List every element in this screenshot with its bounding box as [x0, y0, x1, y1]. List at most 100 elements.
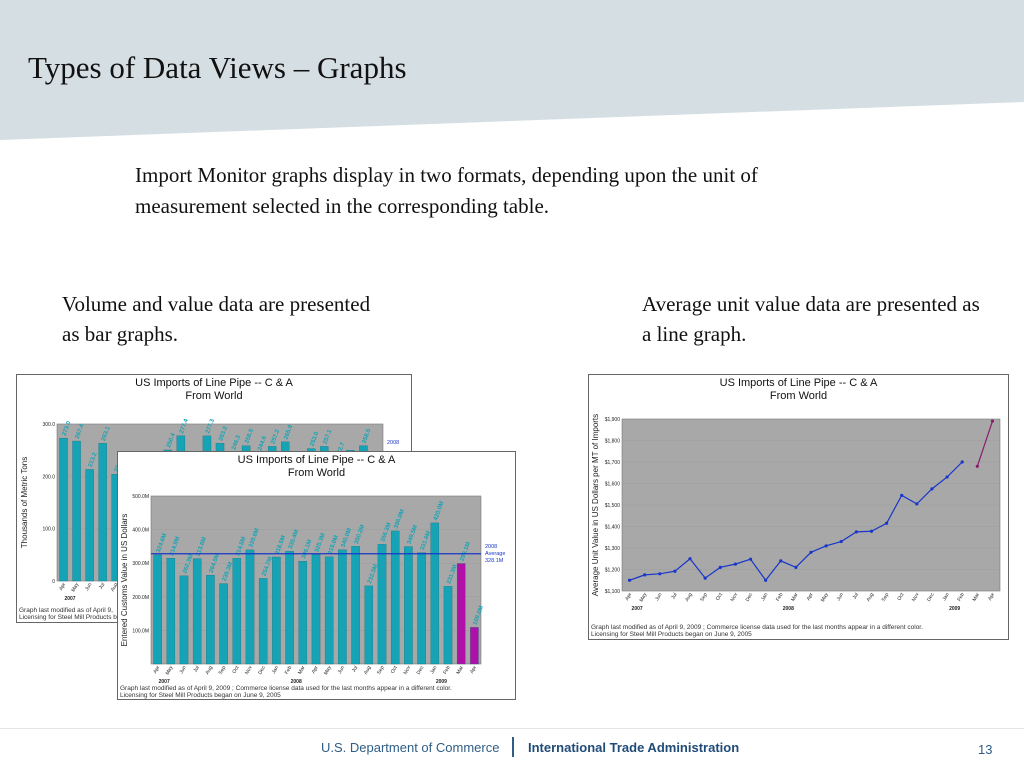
x-tick-label: Oct — [896, 591, 905, 601]
data-label: 213.2 — [88, 451, 99, 468]
x-tick-label: Oct — [390, 664, 399, 674]
x-tick-label: Apr — [806, 592, 815, 602]
bar — [85, 469, 94, 582]
y-tick-label: 100.0 — [42, 527, 55, 533]
y-tick-label: $1,700 — [605, 460, 621, 466]
data-point — [869, 529, 874, 533]
legend-entry: 2008 — [485, 544, 497, 550]
data-point — [930, 487, 934, 491]
year-label: 2009 — [949, 606, 960, 612]
data-label: 267.4 — [75, 423, 86, 440]
data-point — [733, 562, 737, 566]
bar — [390, 530, 400, 665]
data-label: 244.6 — [257, 435, 268, 452]
data-point — [764, 578, 768, 582]
x-tick-label: Jan — [271, 665, 280, 675]
bar — [470, 627, 479, 665]
bar — [298, 561, 308, 665]
bar — [258, 578, 268, 665]
x-tick-label: May — [638, 592, 648, 604]
bar — [338, 549, 347, 665]
x-tick-label: Jan — [942, 592, 951, 602]
data-label: 258.5 — [362, 428, 373, 445]
graph-note: Graph last modified as of April 9, 2009 … — [120, 685, 452, 692]
data-point — [688, 557, 692, 561]
y-tick-label: 0 — [52, 579, 55, 585]
slide-title: Types of Data Views – Graphs — [28, 50, 407, 85]
y-axis-label: Average Unit Value in US Dollars per MT … — [591, 414, 600, 596]
x-tick-label: Feb — [442, 665, 452, 676]
x-tick-label: Jun — [836, 592, 845, 602]
bar — [311, 554, 321, 665]
graph-note: Graph last modified as of April 9, — [19, 607, 113, 614]
legend-entry: Average — [485, 551, 505, 557]
x-tick-label: Nov — [729, 592, 739, 603]
data-point — [779, 559, 783, 563]
bar — [59, 437, 68, 582]
x-tick-label: Apr — [311, 665, 320, 675]
x-tick-label: Mar — [790, 592, 800, 603]
x-tick-label: Jul — [193, 665, 201, 674]
x-tick-label: Feb — [956, 592, 966, 603]
data-label: 263.2 — [218, 425, 229, 442]
y-tick-label: $1,200 — [605, 568, 621, 574]
x-tick-label: Nov — [911, 592, 921, 603]
data-point — [718, 565, 722, 569]
x-tick-label: Aug — [363, 665, 373, 676]
bar — [404, 546, 413, 665]
data-point — [990, 419, 995, 423]
data-point — [809, 550, 813, 554]
x-tick-label: Aug — [110, 582, 120, 593]
graph-note: Graph last modified as of April 9, 2009 … — [591, 624, 923, 631]
graph-note: Licensing for Steel Mill Products began … — [591, 631, 752, 638]
chart-title-line: US Imports of Line Pipe -- C & A — [720, 377, 878, 389]
y-tick-label: 400.0M — [132, 528, 149, 534]
x-tick-label: Apr — [624, 592, 633, 602]
x-tick-label: Feb — [775, 592, 785, 603]
header-band — [0, 0, 1024, 140]
data-point — [960, 460, 964, 464]
y-tick-label: $1,900 — [605, 417, 621, 423]
bar — [153, 554, 162, 665]
x-tick-label: Oct — [231, 664, 240, 674]
y-tick-label: $1,600 — [605, 482, 621, 488]
x-tick-label: Jul — [98, 582, 106, 591]
bar — [377, 544, 387, 665]
y-tick-label: $1,100 — [605, 589, 621, 595]
series-line-recent — [976, 420, 994, 467]
footer-agency: International Trade Administration — [528, 740, 740, 755]
data-label: 253.0 — [310, 430, 321, 447]
bar — [166, 558, 176, 665]
x-tick-label: Aug — [684, 592, 694, 603]
data-point — [915, 502, 919, 506]
data-label: 263.1 — [101, 425, 112, 442]
y-tick-label: $1,400 — [605, 525, 621, 531]
x-tick-label: Jul — [852, 592, 860, 601]
x-tick-label: Mar — [297, 665, 307, 676]
x-tick-label: Apr — [987, 592, 996, 602]
year-label: 2009 — [436, 679, 447, 685]
data-label: 273.0 — [62, 420, 73, 437]
x-tick-label: May — [70, 582, 80, 594]
data-point — [854, 530, 858, 534]
x-tick-label: May — [323, 665, 333, 677]
chart-title-line: From World — [770, 390, 827, 402]
bar — [417, 552, 426, 665]
bar — [364, 585, 374, 665]
year-label: 2007 — [64, 596, 75, 602]
data-label: 257.2 — [270, 428, 281, 445]
y-tick-label: $1,800 — [605, 439, 621, 445]
x-tick-label: Sep — [376, 665, 386, 676]
data-label: 258.5 — [244, 428, 255, 445]
data-label: 246.3 — [231, 434, 242, 451]
bar — [179, 575, 189, 665]
data-point — [945, 475, 949, 479]
x-tick-label: Sep — [881, 592, 891, 603]
caption-line-graph: Average unit value data are presented as… — [642, 292, 980, 346]
x-tick-label: Sep — [699, 592, 709, 603]
year-label: 2007 — [632, 606, 643, 612]
year-label: 2008 — [291, 679, 302, 685]
data-point — [748, 557, 753, 561]
year-label: 2007 — [159, 679, 170, 685]
